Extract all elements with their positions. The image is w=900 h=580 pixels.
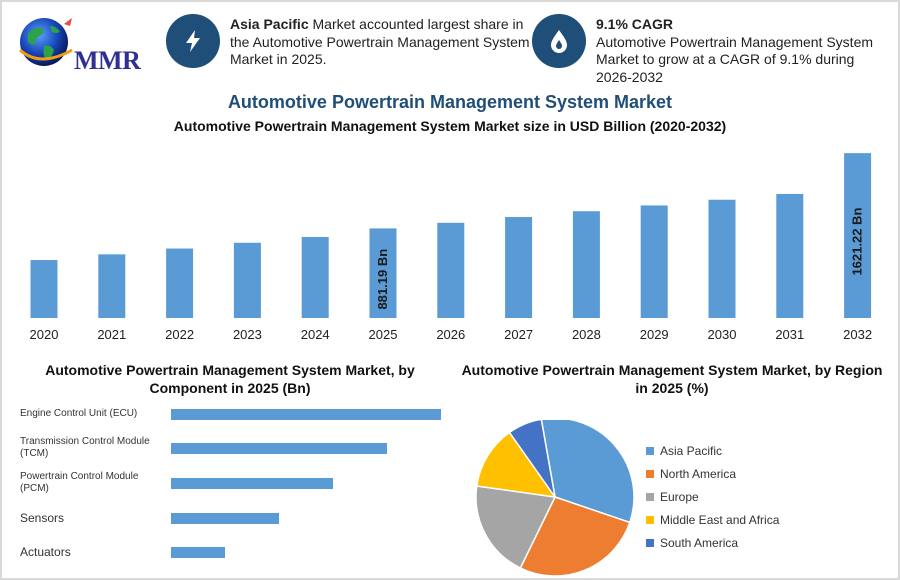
x-tick-label: 2027 bbox=[504, 327, 533, 342]
x-tick-label: 2022 bbox=[165, 327, 194, 342]
legend-label: North America bbox=[660, 467, 737, 481]
x-tick-label: 2032 bbox=[843, 327, 872, 342]
info-cagr-text: 9.1% CAGR Automotive Powertrain Managemen… bbox=[596, 16, 886, 86]
x-tick-label: 2021 bbox=[97, 327, 126, 342]
component-bar bbox=[171, 547, 225, 558]
x-tick-label: 2020 bbox=[30, 327, 59, 342]
legend-swatch bbox=[646, 470, 654, 478]
bar-2027 bbox=[505, 217, 533, 318]
bar-data-label: 881.19 Bn bbox=[375, 249, 390, 310]
logo: MMR bbox=[14, 10, 144, 80]
pie-slice bbox=[540, 420, 635, 524]
legend-swatch bbox=[646, 516, 654, 524]
lightning-bolt-icon bbox=[166, 14, 220, 68]
legend-swatch bbox=[646, 539, 654, 547]
x-tick-label: 2028 bbox=[572, 327, 601, 342]
component-bar bbox=[171, 443, 387, 454]
bar-2032 bbox=[844, 153, 872, 318]
info-cagr-body: Automotive Powertrain Management System … bbox=[596, 33, 874, 85]
legend-swatch bbox=[646, 493, 654, 501]
x-tick-label: 2026 bbox=[436, 327, 465, 342]
pie-slice bbox=[475, 485, 557, 570]
pie-slice bbox=[519, 496, 631, 577]
component-chart-title: Automotive Powertrain Management System … bbox=[45, 362, 415, 396]
x-tick-label: 2029 bbox=[640, 327, 669, 342]
x-tick-label: 2024 bbox=[301, 327, 330, 342]
x-tick-label: 2031 bbox=[775, 327, 804, 342]
info-cagr-bold: 9.1% CAGR bbox=[596, 16, 674, 32]
component-label: Transmission Control Module (TCM) bbox=[20, 436, 150, 459]
info-asia-pacific-text: Asia Pacific Market accounted largest sh… bbox=[230, 16, 530, 69]
x-tick-label: 2023 bbox=[233, 327, 262, 342]
legend-label: South America bbox=[660, 536, 739, 550]
bar-2028 bbox=[572, 211, 600, 318]
bar-2029 bbox=[640, 205, 668, 318]
bar-2020 bbox=[30, 260, 58, 318]
region-chart-title: Automotive Powertrain Management System … bbox=[461, 362, 883, 396]
pie-slice bbox=[508, 420, 556, 498]
component-label: Engine Control Unit (ECU) bbox=[20, 408, 138, 419]
market-size-bar-chart: 2020 2021 2022 2023 2024 2025 2026 2027 2028 2029… bbox=[30, 153, 872, 342]
bar-2023 bbox=[233, 242, 261, 318]
component-bar bbox=[171, 478, 333, 489]
component-label: Sensors bbox=[20, 511, 65, 525]
bar-2025 bbox=[369, 228, 397, 318]
info-asia-pacific-body: Market accounted largest share in the Au… bbox=[230, 16, 530, 67]
bar-2021 bbox=[98, 254, 126, 318]
legend-swatch bbox=[646, 447, 654, 455]
main-title: Automotive Powertrain Management System … bbox=[227, 92, 673, 112]
info-asia-pacific-bold: Asia Pacific bbox=[230, 16, 309, 32]
component-label: Actuators bbox=[20, 545, 71, 559]
bar-chart-title: Automotive Powertrain Management System … bbox=[173, 118, 727, 134]
bar-2026 bbox=[437, 222, 465, 318]
bar-2030 bbox=[708, 199, 736, 318]
bar-2031 bbox=[776, 193, 804, 318]
bar-2022 bbox=[166, 248, 194, 318]
logo-text: MMR bbox=[74, 46, 141, 75]
x-tick-label: 2025 bbox=[369, 327, 398, 342]
globe-icon bbox=[18, 18, 73, 66]
component-bar bbox=[171, 409, 441, 420]
component-bar bbox=[171, 513, 279, 524]
legend-label: Middle East and Africa bbox=[660, 513, 780, 527]
bar-2024 bbox=[301, 236, 329, 318]
component-label: Powertrain Control Module (PCM) bbox=[20, 471, 139, 494]
pie-slice bbox=[475, 431, 557, 498]
flame-drop-icon bbox=[532, 14, 586, 68]
region-pie-chart bbox=[475, 420, 635, 577]
bar-data-label: 1621.22 Bn bbox=[850, 208, 865, 276]
x-tick-label: 2030 bbox=[708, 327, 737, 342]
legend-label: Europe bbox=[660, 490, 699, 504]
legend-label: Asia Pacific bbox=[660, 444, 723, 458]
